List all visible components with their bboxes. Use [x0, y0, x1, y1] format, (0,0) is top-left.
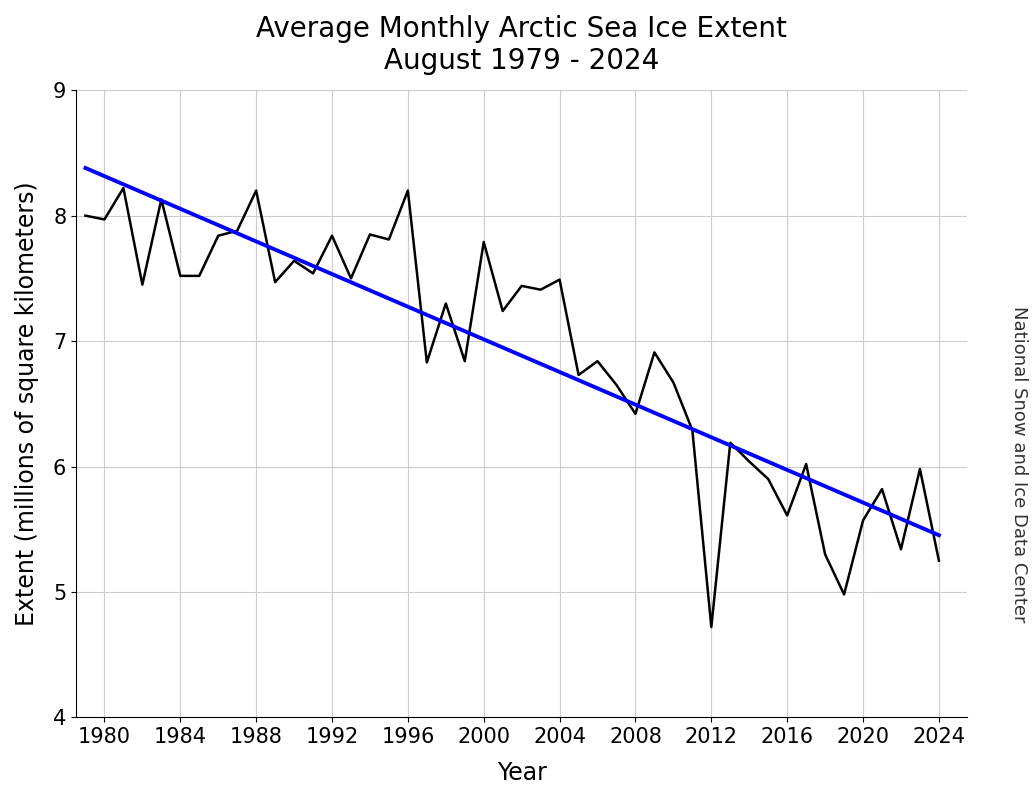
- Text: National Snow and Ice Data Center: National Snow and Ice Data Center: [1010, 306, 1028, 622]
- Title: Average Monthly Arctic Sea Ice Extent
August 1979 - 2024: Average Monthly Arctic Sea Ice Extent Au…: [257, 15, 787, 75]
- Y-axis label: Extent (millions of square kilometers): Extent (millions of square kilometers): [14, 182, 39, 626]
- X-axis label: Year: Year: [497, 761, 546, 785]
